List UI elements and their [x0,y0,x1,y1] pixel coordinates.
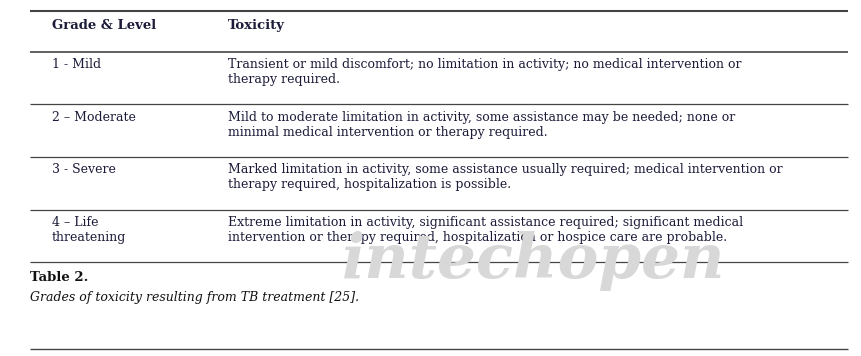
Text: intechopen: intechopen [342,231,726,291]
Text: 4 – Life
threatening: 4 – Life threatening [52,216,126,244]
Text: Grade & Level: Grade & Level [52,19,156,32]
Text: Grades of toxicity resulting from TB treatment [25].: Grades of toxicity resulting from TB tre… [30,291,359,304]
Text: 3 - Severe: 3 - Severe [52,163,115,177]
Text: Table 2.: Table 2. [30,271,89,284]
Text: Transient or mild discomfort; no limitation in activity; no medical intervention: Transient or mild discomfort; no limitat… [228,58,741,86]
Text: Extreme limitation in activity, significant assistance required; significant med: Extreme limitation in activity, signific… [228,216,743,244]
Text: 1 - Mild: 1 - Mild [52,58,101,71]
Text: Mild to moderate limitation in activity, some assistance may be needed; none or
: Mild to moderate limitation in activity,… [228,111,735,139]
Text: Toxicity: Toxicity [228,19,285,32]
Text: Marked limitation in activity, some assistance usually required; medical interve: Marked limitation in activity, some assi… [228,163,783,192]
Text: 2 – Moderate: 2 – Moderate [52,111,135,124]
